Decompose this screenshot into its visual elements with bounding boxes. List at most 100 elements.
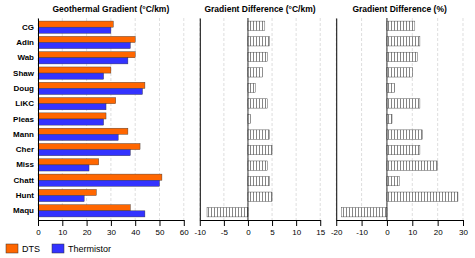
tick: 0 — [36, 220, 41, 237]
bars — [341, 21, 458, 217]
tick-mark — [272, 220, 273, 226]
tick: 5 — [270, 220, 275, 237]
legend-label: DTS — [22, 244, 40, 254]
tick-mark — [135, 220, 136, 226]
tick-label: 30 — [459, 228, 468, 237]
tick: -10 — [356, 220, 368, 237]
tick: 15 — [316, 220, 325, 237]
bar — [38, 58, 128, 64]
tick: 10 — [408, 220, 417, 237]
tick-mark — [248, 220, 249, 226]
bar — [38, 27, 111, 33]
title: Gradient Difference (%) — [352, 4, 447, 14]
tick-label: 30 — [107, 228, 116, 237]
bar — [387, 176, 400, 185]
tick-label: 60 — [180, 228, 189, 237]
tick: 30 — [107, 220, 116, 237]
tick: 60 — [180, 220, 189, 237]
bar — [38, 104, 106, 110]
bar — [387, 83, 395, 92]
tick: 10 — [292, 220, 301, 237]
chart-svg: 0102030405060CGAdinWabShawDougLiKCPleasM… — [0, 0, 475, 258]
axis-line — [337, 220, 464, 221]
tick-label: 50 — [156, 228, 165, 237]
tick: 10 — [58, 220, 67, 237]
tick: 20 — [434, 220, 443, 237]
tick-mark — [87, 220, 88, 226]
tick: Adin — [16, 38, 38, 47]
tick: -20 — [331, 220, 343, 237]
tick: LiKC — [15, 99, 38, 108]
bar — [38, 88, 142, 94]
bar — [38, 134, 118, 140]
bar — [38, 205, 130, 211]
tick: 30 — [459, 220, 468, 237]
grid-line — [199, 18, 200, 220]
bar — [38, 36, 135, 42]
bars — [207, 21, 272, 217]
tick-mark — [336, 220, 337, 226]
bar — [248, 145, 272, 154]
bar — [248, 192, 272, 201]
bar — [38, 82, 145, 88]
tick: Wab — [17, 53, 38, 62]
bar — [38, 196, 84, 202]
tick-label: Hunt — [16, 191, 35, 200]
title: Geothermal Gradient (°C/km) — [53, 4, 170, 14]
axis-line — [336, 19, 337, 221]
tick: Cher — [16, 145, 38, 154]
bar — [38, 73, 104, 79]
legend-swatch — [52, 244, 64, 253]
panel: -10-5051015Gradient Difference (°C/km) — [195, 4, 326, 237]
series — [38, 21, 162, 211]
bar — [38, 165, 89, 171]
bar — [387, 145, 420, 154]
tick-label: Miss — [16, 160, 34, 169]
bar — [38, 180, 159, 186]
tick-label: -20 — [331, 228, 343, 237]
y-axis — [200, 19, 201, 221]
grid-line — [336, 18, 337, 220]
tick-label: Mann — [13, 130, 34, 139]
bar — [341, 208, 387, 217]
bar — [207, 208, 248, 217]
title: Gradient Difference (°C/km) — [204, 4, 315, 14]
tick-mark — [159, 220, 160, 226]
bar — [387, 21, 415, 30]
tick-label: 10 — [408, 228, 417, 237]
bar — [387, 52, 417, 61]
tick: Maqu — [13, 206, 38, 215]
tick: CG — [22, 23, 38, 32]
tick-label: -10 — [195, 228, 207, 237]
bar — [387, 192, 458, 201]
x-axis: -20 -10 0 10 20 30 — [331, 220, 469, 237]
series — [38, 27, 159, 217]
grid-line — [386, 18, 387, 220]
tick: Pleas — [13, 115, 38, 124]
y-axis: CGAdinWabShawDougLiKCPleasMannCherMissCh… — [13, 19, 38, 221]
grid-line — [272, 18, 273, 220]
tick: -10 — [195, 220, 207, 237]
bar — [387, 161, 438, 170]
tick-label: 0 — [385, 228, 390, 237]
bar — [248, 68, 262, 77]
tick: 20 — [83, 220, 92, 237]
x-axis: 0 10 20 30 40 50 60 — [36, 220, 189, 237]
panel: -20 -10 0 10 20 30 Gradient Difference (%) — [331, 4, 469, 237]
tick-label: -5 — [221, 228, 229, 237]
tick-label: 10 — [292, 228, 301, 237]
tick: 40 — [131, 220, 140, 237]
tick: 0 — [385, 220, 390, 237]
zero-line — [247, 18, 248, 220]
tick-label: Adin — [16, 38, 34, 47]
bar — [248, 99, 267, 108]
bar — [38, 150, 130, 156]
tick-label: 15 — [316, 228, 325, 237]
bar — [387, 130, 422, 139]
grid-line — [463, 18, 464, 220]
bar — [38, 189, 96, 195]
bar — [38, 98, 116, 104]
tick-label: 20 — [434, 228, 443, 237]
y-axis — [336, 19, 337, 221]
bar — [38, 159, 99, 165]
